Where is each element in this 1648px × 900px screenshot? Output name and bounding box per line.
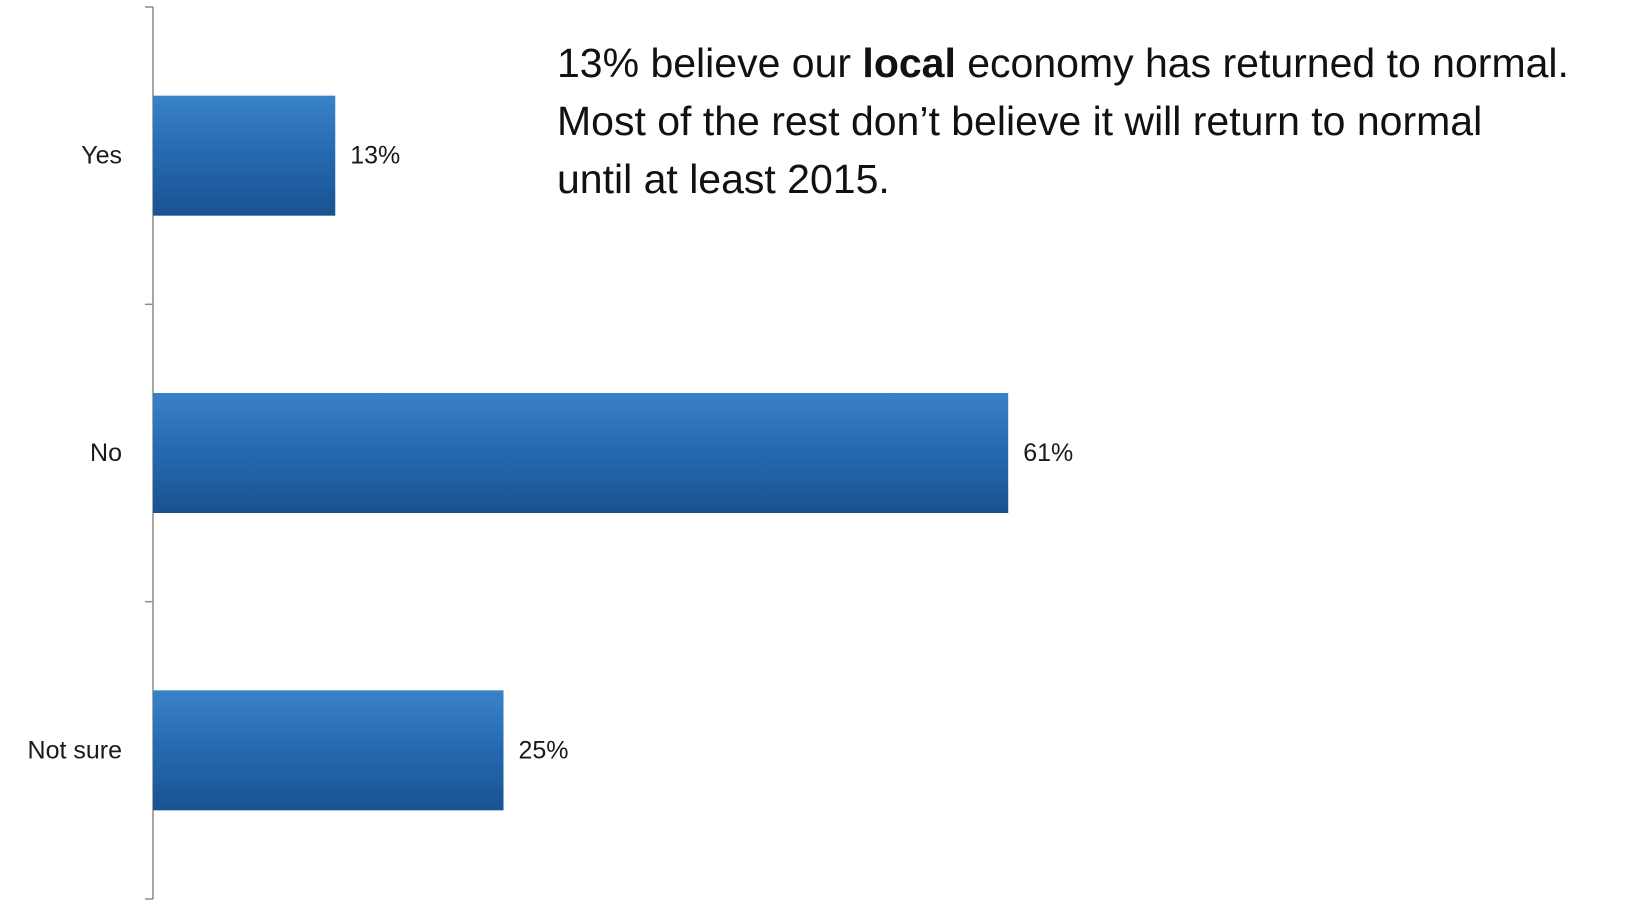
category-label: Yes <box>81 142 122 170</box>
bar-no <box>153 393 1009 513</box>
bar-yes <box>153 95 336 216</box>
y-axis <box>145 6 154 900</box>
annotation-line-1-start: 13% believe our <box>557 40 863 86</box>
bars <box>153 95 1009 811</box>
annotation-line-2: Most of the rest don’t believe it will r… <box>557 98 1483 144</box>
annotation-line-1: 13% believe our local economy has return… <box>557 34 1637 92</box>
category-label: No <box>90 439 122 467</box>
bar-not-sure <box>153 690 504 811</box>
annotation-line-1-end: economy has returned to normal. <box>955 40 1569 86</box>
labels: Yes 13% No 61% Not sure 25% <box>28 142 1074 765</box>
data-label: 61% <box>1023 439 1073 467</box>
annotation-line-3: until at least 2015. <box>557 156 890 202</box>
data-label: 13% <box>350 142 400 170</box>
annotation-emphasis: local <box>862 40 956 86</box>
data-label: 25% <box>519 736 569 764</box>
chart-annotation: 13% believe our local economy has return… <box>557 34 1637 208</box>
category-label: Not sure <box>28 736 122 764</box>
